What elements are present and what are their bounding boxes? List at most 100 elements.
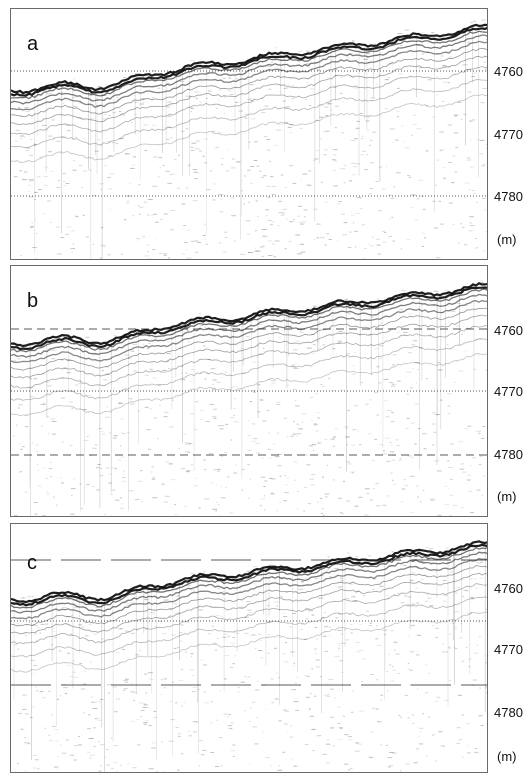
noise-speck: [476, 430, 481, 432]
noise-speck: [326, 103, 330, 105]
noise-speck: [469, 512, 475, 513]
noise-speck: [338, 727, 343, 729]
noise-speck: [119, 402, 122, 404]
noise-speck: [324, 106, 329, 108]
noise-speck: [476, 644, 478, 646]
noise-speck: [146, 214, 150, 216]
noise-speck: [60, 237, 65, 239]
noise-speck: [189, 589, 192, 590]
reflector-line: [11, 293, 487, 358]
noise-speck: [257, 384, 261, 386]
noise-speck: [167, 82, 170, 84]
noise-speck: [241, 681, 245, 683]
noise-speck: [332, 68, 338, 70]
noise-speck: [231, 158, 236, 160]
noise-speck: [129, 490, 134, 492]
noise-speck: [178, 735, 181, 737]
noise-speck: [374, 438, 378, 440]
noise-speck: [455, 592, 457, 594]
noise-speck: [150, 471, 153, 473]
noise-speck: [60, 92, 64, 94]
noise-speck: [469, 120, 473, 122]
noise-speck: [335, 74, 337, 76]
noise-speck: [16, 424, 18, 426]
noise-speck: [107, 155, 113, 157]
noise-speck: [334, 568, 339, 570]
noise-speck: [17, 648, 20, 650]
noise-speck: [423, 448, 427, 450]
noise-speck: [266, 410, 270, 412]
noise-speck: [305, 318, 310, 320]
noise-speck: [265, 757, 270, 759]
noise-speck: [178, 448, 180, 449]
noise-speck: [45, 381, 51, 383]
noise-speck: [25, 635, 27, 637]
noise-speck: [224, 112, 226, 114]
noise-speck: [435, 571, 437, 573]
noise-speck: [120, 445, 122, 447]
noise-speck: [466, 590, 469, 592]
noise-speck: [292, 433, 297, 435]
noise-speck: [130, 682, 133, 684]
noise-speck: [366, 154, 368, 156]
noise-speck: [181, 753, 184, 755]
noise-speck: [106, 373, 110, 375]
noise-speck: [312, 728, 316, 730]
noise-speck: [33, 754, 37, 756]
noise-speck: [19, 619, 21, 621]
noise-speck: [353, 601, 357, 602]
noise-speck: [185, 249, 187, 250]
noise-speck: [423, 583, 429, 585]
noise-speck: [469, 222, 472, 224]
noise-speck: [328, 634, 331, 636]
noise-speck: [338, 331, 343, 333]
noise-speck: [213, 199, 215, 201]
noise-speck: [388, 194, 392, 196]
noise-speck: [474, 751, 479, 753]
noise-speck: [213, 183, 217, 185]
noise-speck: [34, 513, 38, 515]
noise-speck: [427, 79, 432, 81]
noise-speck: [94, 98, 99, 100]
noise-speck: [256, 250, 261, 252]
noise-speck: [98, 701, 101, 703]
noise-speck: [330, 333, 332, 335]
noise-speck: [121, 503, 123, 505]
noise-speck: [338, 303, 340, 305]
noise-speck: [100, 467, 103, 469]
noise-speck: [330, 438, 335, 440]
noise-speck: [220, 765, 223, 767]
noise-speck: [156, 770, 158, 772]
noise-speck: [411, 194, 416, 196]
noise-speck: [252, 423, 256, 425]
noise-speck: [351, 690, 354, 692]
noise-speck: [257, 411, 261, 413]
noise-speck: [322, 452, 325, 454]
noise-speck: [220, 515, 222, 516]
noise-speck: [341, 213, 345, 215]
noise-speck: [130, 602, 135, 604]
noise-speck: [37, 627, 40, 629]
noise-speck: [177, 769, 180, 771]
noise-speck: [448, 487, 450, 489]
noise-speck: [428, 672, 430, 674]
noise-speck: [317, 735, 322, 737]
noise-speck: [377, 298, 380, 300]
noise-speck: [117, 628, 122, 630]
noise-speck: [322, 753, 327, 755]
noise-speck: [322, 344, 325, 346]
noise-speck: [415, 362, 420, 364]
noise-speck: [285, 591, 288, 593]
noise-speck: [143, 722, 148, 724]
noise-speck: [393, 593, 396, 595]
noise-speck: [240, 253, 246, 255]
noise-speck: [186, 257, 192, 259]
noise-speck: [28, 190, 30, 192]
noise-speck: [57, 756, 59, 758]
noise-speck: [324, 496, 328, 498]
noise-speck: [370, 139, 373, 141]
noise-speck: [350, 623, 353, 625]
noise-speck: [73, 660, 75, 662]
noise-speck: [264, 509, 266, 511]
noise-speck: [113, 334, 117, 336]
